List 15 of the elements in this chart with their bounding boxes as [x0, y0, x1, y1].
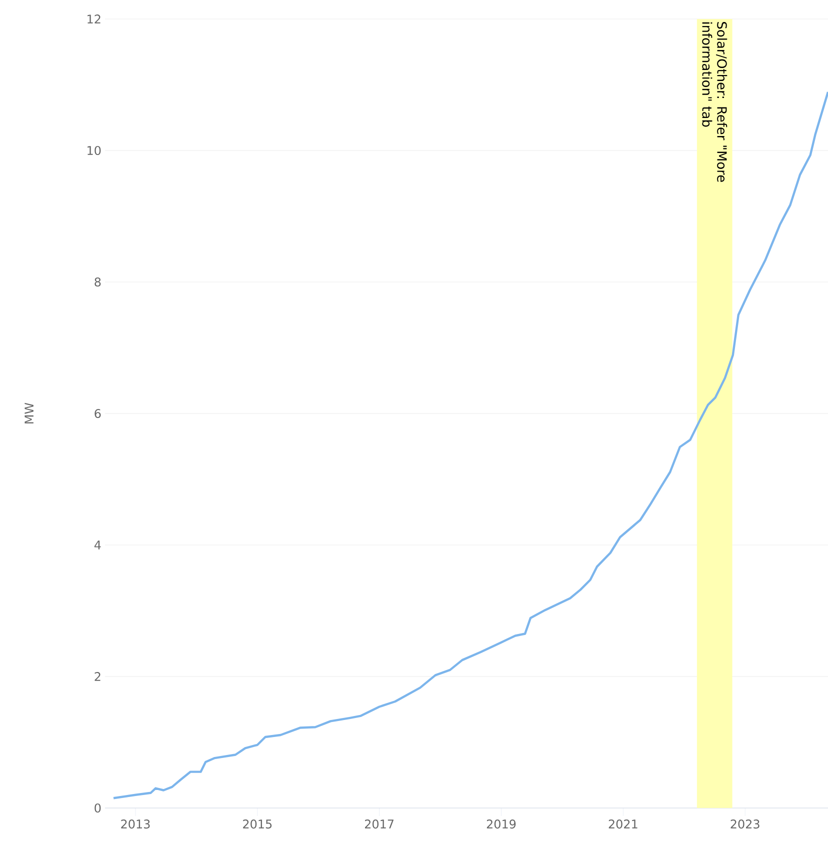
- x-tick-label: 2021: [608, 820, 638, 829]
- y-tick-label: 6: [94, 408, 101, 418]
- y-axis-title: MW: [24, 402, 34, 424]
- band-label: Solar/Other: Refer "More information" tab: [702, 22, 728, 182]
- y-tick-label: 8: [94, 277, 101, 287]
- x-tick-label: 2023: [730, 820, 760, 829]
- y-tick-label: 0: [94, 803, 101, 813]
- x-tick-label: 2015: [243, 820, 272, 829]
- y-tick-label: 12: [88, 14, 100, 24]
- y-tick-label: 10: [88, 146, 101, 156]
- y-tick-label: 4: [94, 540, 101, 550]
- y-tick-label: 2: [94, 672, 100, 681]
- x-tick-label: 2013: [121, 820, 150, 829]
- x-tick-label: 2017: [364, 820, 394, 829]
- x-tick-label: 2019: [486, 820, 516, 829]
